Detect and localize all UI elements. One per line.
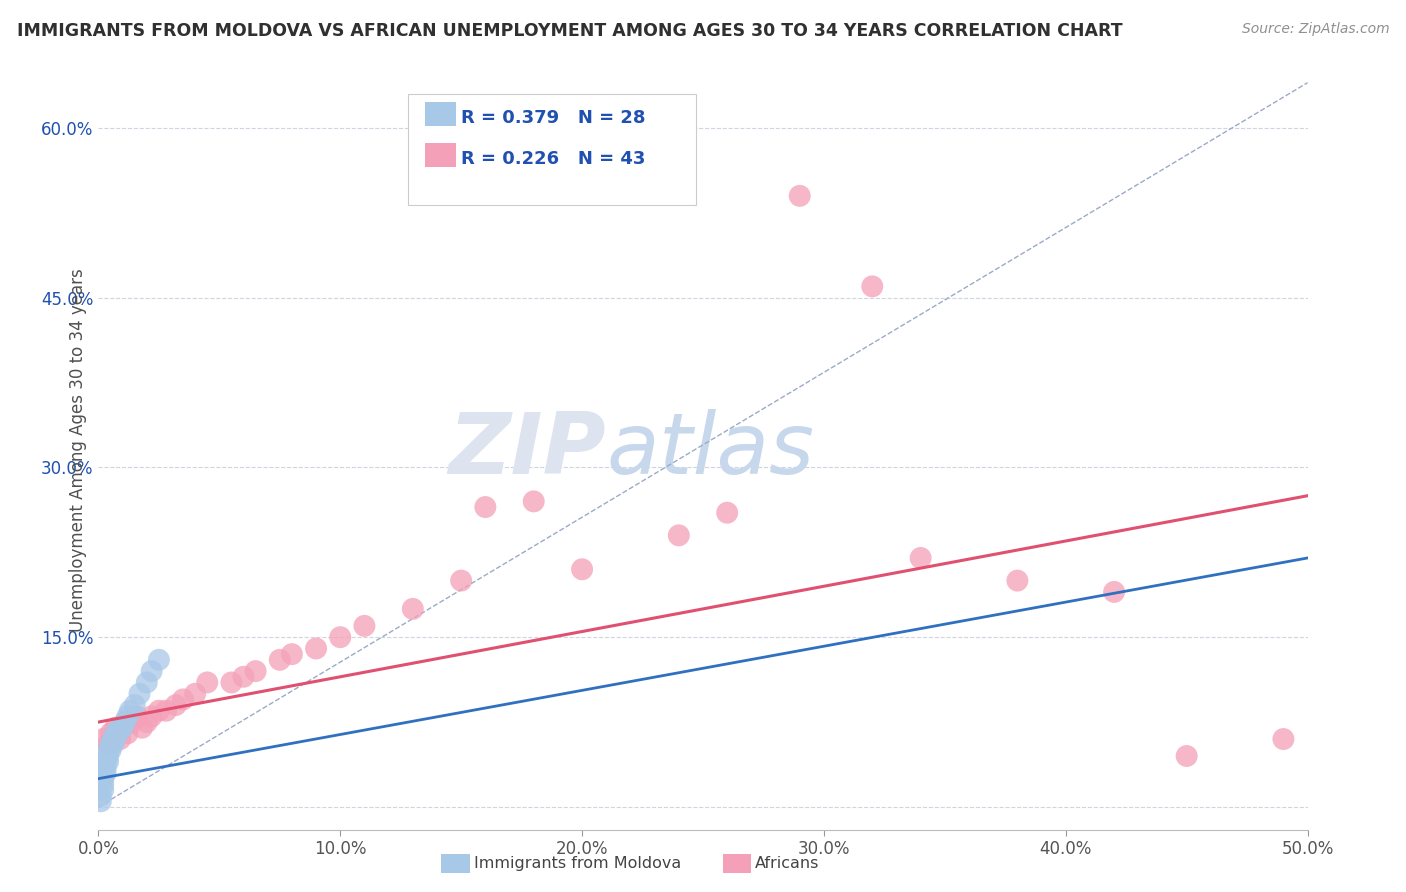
Text: Africans: Africans [755, 856, 820, 871]
Point [107, 726, 129, 740]
Point [118, 704, 141, 718]
Point [117, 726, 139, 740]
Point [571, 562, 593, 576]
Text: R = 0.226   N = 43: R = 0.226 N = 43 [461, 150, 645, 168]
Point [97, 749, 120, 764]
Point [329, 630, 352, 644]
Text: IMMIGRANTS FROM MOLDOVA VS AFRICAN UNEMPLOYMENT AMONG AGES 30 TO 34 YEARS CORREL: IMMIGRANTS FROM MOLDOVA VS AFRICAN UNEMP… [17, 22, 1122, 40]
Point [1007, 574, 1029, 588]
Point [860, 279, 883, 293]
Point [107, 726, 129, 740]
Point [91, 772, 114, 786]
Point [97, 755, 120, 769]
Point [114, 714, 136, 729]
Text: Immigrants from Moldova: Immigrants from Moldova [474, 856, 681, 871]
Point [100, 743, 122, 757]
Point [523, 494, 546, 508]
Point [716, 506, 738, 520]
Point [124, 698, 146, 712]
Point [104, 721, 127, 735]
Point [114, 714, 136, 729]
Point [101, 738, 124, 752]
Point [281, 647, 304, 661]
Point [94, 755, 117, 769]
Point [474, 500, 496, 514]
Point [127, 709, 149, 723]
Text: atlas: atlas [606, 409, 814, 492]
Point [221, 675, 243, 690]
Point [108, 732, 131, 747]
Point [131, 721, 153, 735]
Point [94, 766, 117, 780]
Point [91, 732, 114, 747]
Point [91, 777, 114, 791]
Point [141, 664, 163, 678]
Point [101, 732, 124, 747]
Point [789, 189, 811, 203]
Point [172, 692, 194, 706]
Point [90, 789, 112, 803]
Point [128, 687, 150, 701]
Point [910, 551, 932, 566]
Point [1272, 732, 1295, 747]
Point [668, 528, 690, 542]
Point [155, 704, 177, 718]
Point [141, 709, 163, 723]
Point [148, 653, 170, 667]
Point [121, 714, 143, 729]
Point [450, 574, 472, 588]
Point [232, 670, 254, 684]
Y-axis label: Unemployment Among Ages 30 to 34 years: Unemployment Among Ages 30 to 34 years [69, 268, 87, 632]
Point [165, 698, 187, 712]
Point [101, 732, 124, 747]
Point [402, 602, 425, 616]
Point [94, 760, 117, 774]
Point [97, 743, 120, 757]
Point [135, 714, 157, 729]
Point [104, 732, 127, 747]
Point [305, 641, 328, 656]
Point [108, 721, 131, 735]
Text: R = 0.379   N = 28: R = 0.379 N = 28 [461, 109, 645, 127]
Point [100, 738, 122, 752]
Point [104, 726, 127, 740]
Point [91, 783, 114, 797]
Point [245, 664, 267, 678]
Point [184, 687, 207, 701]
Point [117, 709, 139, 723]
Point [100, 726, 122, 740]
Point [97, 738, 120, 752]
Point [148, 704, 170, 718]
Point [195, 675, 218, 690]
Point [90, 794, 112, 808]
Point [111, 721, 134, 735]
Point [111, 721, 134, 735]
Point [135, 675, 157, 690]
Point [1175, 749, 1198, 764]
Point [353, 619, 375, 633]
Point [269, 653, 291, 667]
Text: ZIP: ZIP [449, 409, 606, 492]
Text: Source: ZipAtlas.com: Source: ZipAtlas.com [1241, 22, 1389, 37]
Point [1102, 585, 1125, 599]
